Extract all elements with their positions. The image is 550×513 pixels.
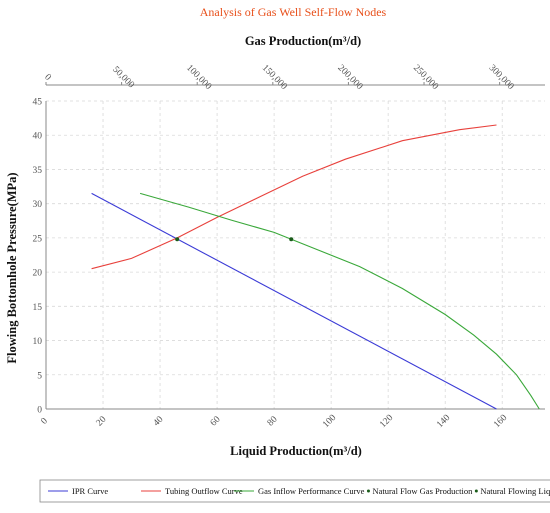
x-axis-title: Liquid Production(m³/d) <box>230 444 362 458</box>
x-tick-label: 100 <box>321 413 338 430</box>
y-tick-label: 20 <box>33 269 43 279</box>
top-tick-label: 150,000 <box>260 63 289 92</box>
y-tick-label: 35 <box>33 166 43 176</box>
top-axis-title: Gas Production(m³/d) <box>245 34 361 48</box>
x-tick-label: 160 <box>492 413 509 430</box>
chart-title: Analysis of Gas Well Self-Flow Nodes <box>200 5 387 19</box>
y-tick-label: 40 <box>33 132 43 142</box>
y-axis-title: Flowing Bottomhole Pressure(MPa) <box>5 172 19 363</box>
series-line-ipr-curve <box>91 192 497 410</box>
legend-label: Gas Inflow Performance Curve <box>258 486 365 496</box>
top-tick-label: 300,000 <box>487 63 516 92</box>
legend-label: Tubing Outflow Curve <box>165 486 243 496</box>
x-tick-label: 60 <box>209 415 223 429</box>
legend-label: Natural Flowing Liquid Production <box>480 486 550 496</box>
series-line-gas-inflow-performance-curve <box>139 192 540 410</box>
legend-dot <box>474 489 478 493</box>
legend-box <box>39 479 550 503</box>
y-tick-label: 25 <box>33 234 43 244</box>
series-line-tubing-outflow-curve <box>91 124 497 270</box>
legend-label: IPR Curve <box>72 486 108 496</box>
grid <box>46 100 545 409</box>
y-tick-label: 5 <box>37 371 42 381</box>
x-tick-label: 120 <box>378 413 395 430</box>
legend: IPR Curve Tubing Outflow Curve Gas Inflow … <box>39 479 550 503</box>
x-tick-label: 20 <box>95 415 109 429</box>
y-tick-label: 10 <box>33 337 43 347</box>
intersection-markers <box>175 237 294 242</box>
top-tick-label: 0 <box>42 72 53 83</box>
marker-natural-flow-gas-production <box>289 237 294 242</box>
legend-label: Natural Flow Gas Production <box>372 486 473 496</box>
y-tick-label: 0 <box>37 406 42 416</box>
y-tick-label: 15 <box>33 303 43 313</box>
series-lines <box>91 124 540 410</box>
legend-dot <box>366 489 370 493</box>
y-tick-label: 30 <box>33 200 43 210</box>
x-tick-label: 40 <box>152 415 166 429</box>
x-tick-label: 0 <box>39 416 50 427</box>
y-tick-label: 45 <box>33 98 43 108</box>
marker-natural-flowing-liquid-production <box>175 237 180 242</box>
x-tick-label: 80 <box>266 415 280 429</box>
top-tick-label: 100,000 <box>184 63 213 92</box>
top-tick-label: 50,000 <box>110 65 136 91</box>
top-tick-label: 200,000 <box>335 63 364 92</box>
x-tick-label: 140 <box>435 413 452 430</box>
top-tick-label: 250,000 <box>411 63 440 92</box>
